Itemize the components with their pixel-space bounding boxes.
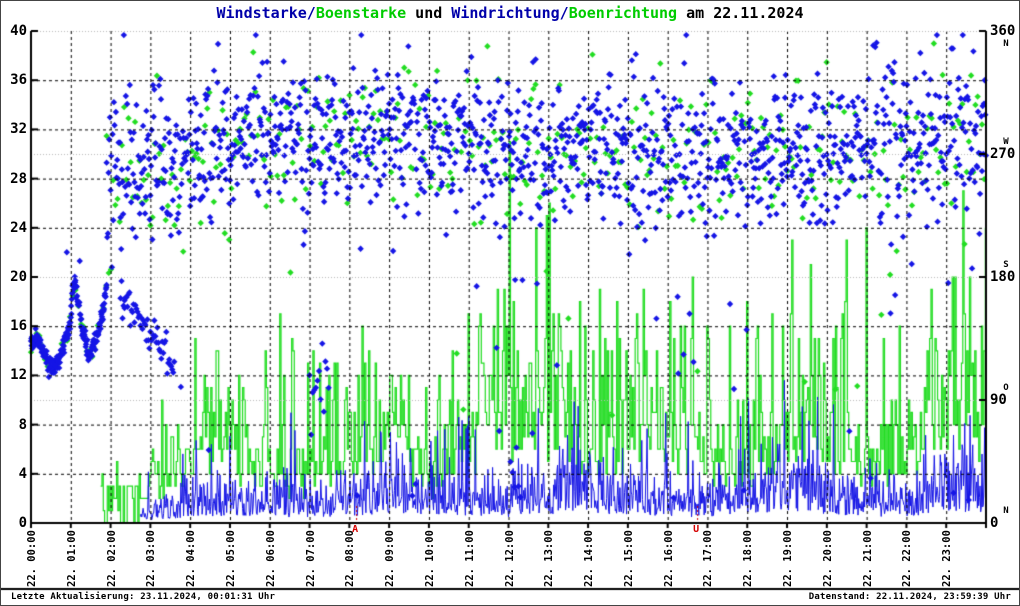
chart-title: Windstarke/Boenstarke und Windrichtung/B… [1,4,1019,22]
compass-letter: N [1003,506,1009,516]
x-tick-label: 22. 04:00 [185,530,198,587]
y-left-tick-label: 40 [10,23,27,39]
y-right-tick-label: 90 [990,392,1007,408]
title-segment: Windstarke/ [216,4,316,22]
x-tick-label: 22. 05:00 [224,530,237,587]
x-tick-label: 22. 16:00 [662,530,675,587]
x-tick-label: 22. 22:00 [901,530,914,587]
x-tick-label: 22. 01:00 [65,530,78,587]
y-left-tick-label: 12 [10,367,27,384]
y-right-tick-label: 270 [990,146,1016,162]
compass-letter: S [1003,260,1009,270]
compass-letter: W [1003,137,1009,147]
compass-letter: N [1003,39,1009,49]
x-tick-label: 22. 00:00 [26,530,38,587]
y-left-tick-label: 16 [10,318,27,335]
data-status-text: Datenstand: 22.11.2024, 23:59:39 Uhr [808,592,1011,602]
x-tick-label: 22. 15:00 [622,530,635,587]
y-right-tick-label: 360 [990,23,1016,39]
sunrise-marker: A [352,524,359,535]
y-left-tick-label: 0 [18,515,27,531]
y-left-tick-label: 4 [18,465,27,482]
y-left-tick-label: 8 [18,416,27,433]
x-tick-label: 22. 02:00 [105,530,118,587]
compass-letter: O [1003,383,1009,393]
title-segment: Boenrichtung [568,4,678,22]
x-tick-label: 22. 13:00 [543,530,556,587]
x-tick-label: 22. 21:00 [861,530,874,587]
x-tick-label: 22. 12:00 [503,530,516,587]
x-tick-label: 22. 19:00 [782,530,795,587]
y-left-tick-label: 28 [10,170,27,187]
title-segment: Boenstarke [315,4,407,22]
title-segment: und [406,4,452,22]
y-right-tick-label: 180 [990,269,1016,285]
sunset-marker: U [693,524,700,535]
x-tick-label: 22. 06:00 [264,530,277,587]
title-segment: am 22.11.2024 [677,4,804,22]
y-left-tick-label: 24 [10,219,27,236]
x-tick-label: 22. 09:00 [384,530,397,587]
x-tick-label: 22. 14:00 [583,530,596,587]
title-segment: Windrichtung/ [451,4,569,22]
x-tick-label: 22. 11:00 [463,530,476,587]
x-tick-label: 22. 10:00 [423,530,436,587]
last-update-text: Letzte Aktualisierung: 23.11.2024, 00:01… [11,592,276,602]
x-tick-label: 22. 03:00 [145,530,158,587]
x-tick-label: 22. 17:00 [702,530,715,587]
x-tick-label: 22. 18:00 [742,530,755,587]
x-tick-label: 22. 23:00 [941,530,954,587]
y-left-tick-label: 20 [10,269,27,285]
x-tick-label: 22. 07:00 [304,530,317,587]
y-left-tick-label: 32 [10,121,27,138]
y-left-tick-label: 36 [10,72,27,89]
y-right-tick-label: 0 [990,515,999,531]
x-tick-label: 22. 20:00 [821,530,834,587]
